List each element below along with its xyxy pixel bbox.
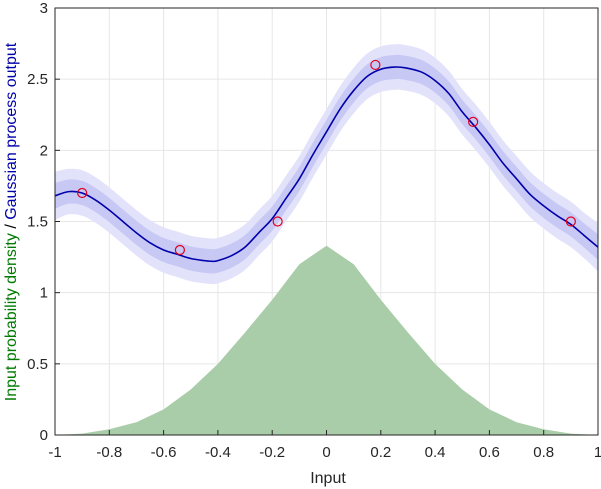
x-tick-label: -1 xyxy=(48,444,61,461)
y-tick-label: 3 xyxy=(40,0,48,17)
x-axis-label: Input xyxy=(310,470,346,487)
observation-point xyxy=(272,216,283,227)
observation-point xyxy=(565,216,576,227)
density-area-layer xyxy=(55,245,598,435)
density-area xyxy=(55,245,598,435)
x-tick-label: 0 xyxy=(322,444,330,461)
y-tick-label: 0.5 xyxy=(27,356,48,373)
x-tick-labels: -1 -0.8 -0.6 -0.4 -0.2 0 0.2 0.4 0.6 0.8 1 xyxy=(48,430,601,461)
x-tick-label: 1 xyxy=(594,444,601,461)
y-axis-label-part: Input probability density xyxy=(3,233,20,401)
y-tick-label: 0 xyxy=(40,427,48,444)
y-tick-label: 1 xyxy=(40,285,48,302)
observation-points-layer xyxy=(77,59,576,256)
x-tick-label: -0.6 xyxy=(151,444,177,461)
x-tick-label: -0.4 xyxy=(205,444,231,461)
y-axis-label: Input probability density / Gaussian pro… xyxy=(3,42,20,401)
x-tick-label: 0.4 xyxy=(425,444,446,461)
observation-point xyxy=(370,59,381,71)
observation-point xyxy=(468,116,479,127)
y-axis-label-part: / xyxy=(3,220,20,233)
y-axis-label-part: Gaussian process output xyxy=(3,42,20,220)
observation-point xyxy=(174,244,185,256)
confidence-bands-layer xyxy=(55,44,598,285)
y-tick-label: 1.5 xyxy=(27,214,48,231)
y-tick-labels: 0 0.5 1 1.5 2 2.5 3 xyxy=(27,0,60,444)
x-tick-label: 0.6 xyxy=(479,444,500,461)
x-tick-label: 0.2 xyxy=(370,444,391,461)
x-tick-label: -0.8 xyxy=(96,444,122,461)
gp-mean-line xyxy=(54,66,599,263)
observation-point xyxy=(77,187,88,199)
x-tick-label: -0.2 xyxy=(259,444,285,461)
x-tick-label: 0.8 xyxy=(533,444,554,461)
y-tick-label: 2.5 xyxy=(27,71,48,88)
y-tick-label: 2 xyxy=(40,142,48,159)
inner-confidence-band xyxy=(55,54,598,274)
gp-mean-layer xyxy=(54,66,599,263)
